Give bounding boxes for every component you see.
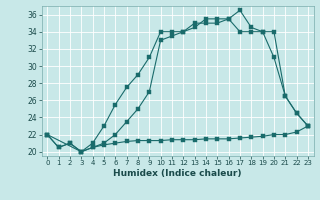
X-axis label: Humidex (Indice chaleur): Humidex (Indice chaleur): [113, 169, 242, 178]
